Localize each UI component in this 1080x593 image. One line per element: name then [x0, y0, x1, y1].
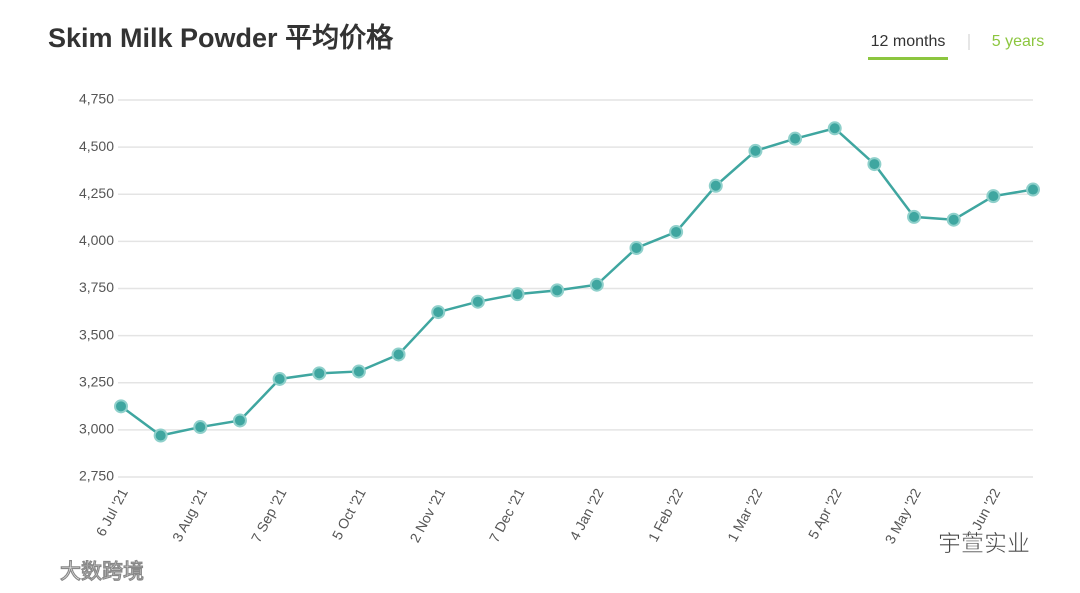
- y-tick-label: 4,250: [79, 185, 114, 201]
- point: [907, 209, 922, 224]
- x-tick-label: 3 May '22: [882, 485, 925, 546]
- tab-5-years[interactable]: 5 years: [992, 33, 1044, 50]
- point: [629, 240, 644, 255]
- chart-title: Skim Milk Powder 平均价格: [48, 23, 394, 53]
- point: [431, 305, 446, 320]
- point: [470, 294, 485, 309]
- y-tick-label: 2,750: [79, 468, 114, 484]
- x-tick-label: 7 Dec '21: [486, 485, 528, 545]
- point: [708, 178, 723, 193]
- x-tick-label: 3 Aug '21: [169, 485, 210, 544]
- point: [153, 428, 168, 443]
- point: [1026, 182, 1040, 197]
- point: [272, 371, 287, 386]
- y-tick-label: 3,250: [79, 373, 114, 389]
- x-tick-label: 4 Jan '22: [566, 485, 607, 542]
- plot-area: 2,750 3,000 3,250 3,500 3,750 4,000 4,250 4,500…: [79, 91, 1040, 546]
- point: [232, 413, 247, 428]
- point: [193, 420, 208, 435]
- line: [120, 126, 1034, 437]
- tab-12-months[interactable]: 12 months: [871, 33, 946, 50]
- x-tick-label: 2 Nov '21: [406, 485, 448, 545]
- point: [550, 283, 565, 298]
- x-tick-label: 1 Feb '22: [645, 485, 686, 544]
- point: [946, 212, 961, 227]
- y-tick-label: 4,750: [79, 91, 114, 107]
- x-tick-label: 7 Sep '21: [248, 485, 290, 545]
- point: [669, 224, 684, 239]
- y-tick-label: 3,000: [79, 421, 114, 437]
- watermark: 宇萱实业: [938, 530, 1030, 556]
- y-tick-label: 3,500: [79, 326, 114, 342]
- point: [510, 287, 525, 302]
- watermark: 大数跨境: [60, 561, 144, 584]
- y-tick-label: 4,500: [79, 138, 114, 154]
- point: [589, 277, 604, 292]
- tab-underline: [868, 57, 948, 60]
- point: [788, 131, 803, 146]
- point: [827, 121, 842, 136]
- x-tick-label: 1 Mar '22: [724, 485, 765, 544]
- x-tick-label: 6 Jul '21: [93, 485, 132, 538]
- x-tick-label: 5 Oct '21: [329, 485, 369, 542]
- point: [986, 189, 1001, 204]
- point: [748, 143, 763, 158]
- y-tick-label: 4,000: [79, 232, 114, 248]
- x-tick-label: 5 Apr '22: [805, 485, 845, 541]
- point: [114, 399, 128, 414]
- point: [391, 347, 406, 362]
- point: [351, 364, 366, 379]
- point: [312, 366, 327, 381]
- y-tick-label: 3,750: [79, 279, 114, 295]
- point: [867, 157, 882, 172]
